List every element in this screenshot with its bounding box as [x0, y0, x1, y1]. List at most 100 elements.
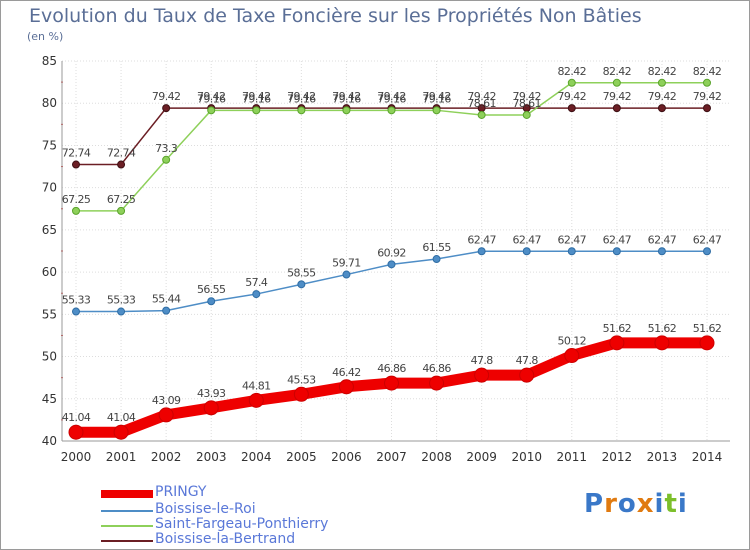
data-point-boissise-le-roi — [342, 270, 351, 279]
data-label-saint-fargeau-ponthierry: 82.42 — [603, 65, 632, 78]
x-tick-label: 2014 — [692, 450, 723, 464]
legend-label: Saint-Fargeau-Ponthierry — [155, 516, 329, 532]
x-tick-label: 2002 — [151, 450, 182, 464]
data-point-boissise-le-roi — [207, 297, 216, 306]
x-tick-label: 2010 — [511, 450, 542, 464]
x-tick-label: 2001 — [106, 450, 137, 464]
data-label-boissise-le-roi: 57.4 — [245, 276, 268, 289]
data-point-boissise-le-roi — [522, 247, 531, 256]
data-label-boissise-la-bertrand: 72.74 — [107, 147, 136, 160]
logo-letter: r — [604, 489, 618, 519]
y-tick-label: 55 — [42, 307, 57, 321]
data-label-boissise-le-roi: 55.33 — [107, 294, 136, 307]
data-point-pringy — [384, 375, 399, 391]
data-point-saint-fargeau-ponthierry — [207, 106, 216, 115]
data-label-saint-fargeau-ponthierry: 82.42 — [693, 65, 722, 78]
data-label-saint-fargeau-ponthierry: 67.25 — [62, 193, 91, 206]
data-label-saint-fargeau-ponthierry: 67.25 — [107, 193, 136, 206]
y-tick-label: 70 — [42, 181, 57, 195]
data-point-pringy — [203, 400, 219, 416]
data-point-pringy — [564, 348, 580, 364]
data-point-saint-fargeau-ponthierry — [477, 110, 486, 119]
data-label-saint-fargeau-ponthierry: 79.16 — [332, 92, 361, 105]
data-label-boissise-le-roi: 55.33 — [62, 294, 91, 307]
data-point-pringy — [338, 379, 354, 395]
data-point-boissise-la-bertrand — [162, 104, 171, 113]
data-label-saint-fargeau-ponthierry: 79.16 — [377, 92, 406, 105]
data-point-boissise-le-roi — [477, 247, 486, 256]
legend-swatch — [101, 510, 153, 512]
data-point-pringy — [248, 392, 264, 408]
data-label-pringy: 50.12 — [558, 335, 587, 348]
data-label-boissise-la-bertrand: 79.42 — [648, 90, 677, 103]
data-point-boissise-le-roi — [387, 260, 396, 269]
data-point-boissise-le-roi — [117, 307, 126, 316]
logo-letter: i — [677, 489, 688, 519]
data-point-boissise-le-roi — [72, 307, 80, 316]
data-point-boissise-la-bertrand — [72, 160, 80, 169]
data-point-boissise-le-roi — [612, 247, 621, 256]
data-label-pringy: 51.62 — [648, 322, 677, 335]
data-label-pringy: 41.04 — [62, 411, 91, 424]
data-label-boissise-la-bertrand: 79.42 — [377, 90, 406, 103]
data-point-saint-fargeau-ponthierry — [162, 155, 171, 164]
data-label-saint-fargeau-ponthierry: 73.3 — [155, 142, 178, 155]
data-label-boissise-le-roi: 62.47 — [467, 233, 496, 246]
x-tick-label: 2013 — [647, 450, 678, 464]
data-label-boissise-la-bertrand: 72.74 — [62, 147, 91, 160]
legend-label: PRINGY — [155, 484, 207, 500]
x-tick-label: 2007 — [376, 450, 407, 464]
y-tick-label: 85 — [42, 54, 57, 68]
data-label-pringy: 51.62 — [693, 322, 722, 335]
data-point-saint-fargeau-ponthierry — [432, 106, 441, 115]
data-point-pringy — [429, 375, 445, 391]
data-label-boissise-le-roi: 59.71 — [332, 257, 361, 270]
legend-swatch — [101, 490, 153, 498]
data-point-pringy — [609, 335, 625, 351]
data-label-boissise-le-roi: 62.47 — [648, 233, 677, 246]
data-point-saint-fargeau-ponthierry — [703, 78, 711, 87]
data-label-boissise-la-bertrand: 79.42 — [197, 90, 226, 103]
data-label-boissise-la-bertrand: 79.42 — [693, 90, 722, 103]
data-label-pringy: 43.93 — [197, 387, 226, 400]
data-label-boissise-la-bertrand: 79.42 — [422, 90, 451, 103]
data-point-saint-fargeau-ponthierry — [297, 106, 306, 115]
data-label-saint-fargeau-ponthierry: 79.16 — [242, 92, 271, 105]
legend-label: Boissise-le-Roi — [155, 501, 256, 517]
y-tick-label: 45 — [42, 392, 57, 406]
unit-label: (en %) — [27, 30, 64, 43]
data-point-boissise-la-bertrand — [703, 104, 711, 113]
data-point-saint-fargeau-ponthierry — [522, 110, 531, 119]
x-tick-label: 2003 — [196, 450, 227, 464]
data-point-saint-fargeau-ponthierry — [117, 206, 126, 215]
x-tick-label: 2005 — [286, 450, 317, 464]
data-point-boissise-le-roi — [703, 247, 711, 256]
data-point-pringy — [519, 367, 535, 383]
data-point-pringy — [68, 424, 84, 440]
data-label-boissise-le-roi: 58.55 — [287, 266, 316, 279]
chart-title: Evolution du Taux de Taxe Foncière sur l… — [29, 5, 642, 27]
data-label-boissise-la-bertrand: 79.42 — [512, 90, 541, 103]
y-tick-label: 75 — [42, 138, 57, 152]
data-label-boissise-la-bertrand: 79.42 — [242, 90, 271, 103]
data-label-pringy: 46.86 — [377, 362, 406, 375]
data-point-saint-fargeau-ponthierry — [387, 106, 396, 115]
data-label-pringy: 44.81 — [242, 379, 271, 392]
data-label-saint-fargeau-ponthierry: 79.16 — [197, 92, 226, 105]
data-label-saint-fargeau-ponthierry: 82.42 — [558, 65, 587, 78]
x-tick-label: 2008 — [421, 450, 452, 464]
data-label-pringy: 47.8 — [471, 354, 494, 367]
data-point-saint-fargeau-ponthierry — [612, 78, 621, 87]
data-point-saint-fargeau-ponthierry — [72, 206, 80, 215]
y-tick-label: 40 — [42, 434, 57, 448]
data-point-pringy — [654, 335, 670, 351]
data-label-boissise-le-roi: 55.44 — [152, 293, 181, 306]
data-label-boissise-le-roi: 61.55 — [422, 241, 451, 254]
legend-swatch — [101, 540, 153, 542]
data-label-boissise-le-roi: 56.55 — [197, 283, 226, 296]
data-label-pringy: 46.86 — [422, 362, 451, 375]
data-label-boissise-le-roi: 62.47 — [558, 233, 587, 246]
data-point-boissise-le-roi — [162, 306, 171, 315]
x-tick-label: 2012 — [602, 450, 633, 464]
